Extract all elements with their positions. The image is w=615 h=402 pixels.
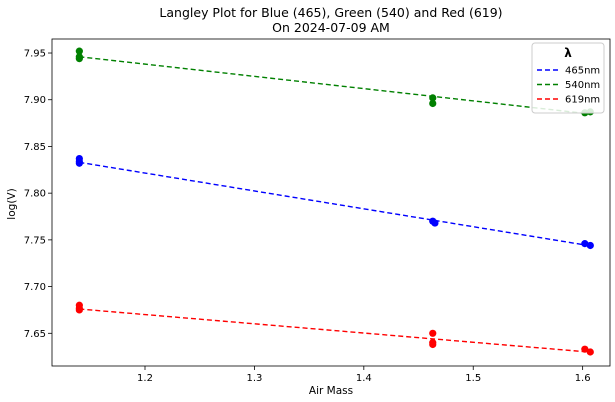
y-tick-label: 7.90 bbox=[24, 95, 46, 106]
y-tick-label: 7.85 bbox=[24, 142, 46, 153]
x-tick-label: 1.5 bbox=[465, 373, 481, 384]
legend-label-465nm: 465nm bbox=[565, 66, 600, 77]
data-point-619nm bbox=[429, 340, 437, 349]
legend-label-540nm: 540nm bbox=[565, 80, 600, 91]
data-point-465nm bbox=[75, 159, 83, 167]
y-tick-label: 7.80 bbox=[24, 189, 46, 200]
y-tick-label: 7.70 bbox=[24, 282, 46, 293]
chart-title: Langley Plot for Blue (465), Green (540)… bbox=[159, 5, 502, 20]
y-tick-label: 7.95 bbox=[24, 49, 46, 60]
x-axis-label: Air Mass bbox=[309, 385, 353, 397]
plot-frame bbox=[51, 38, 611, 367]
data-point-619nm bbox=[586, 348, 594, 356]
data-point-619nm bbox=[429, 329, 437, 337]
legend-label-619nm: 619nm bbox=[565, 95, 600, 106]
y-axis-label: log(V) bbox=[6, 188, 18, 219]
x-tick-label: 1.4 bbox=[356, 373, 372, 384]
y-tick-label: 7.75 bbox=[24, 235, 46, 246]
fit-line-540nm bbox=[79, 56, 589, 115]
legend-box bbox=[531, 42, 605, 114]
fit-line-465nm bbox=[79, 161, 589, 247]
legend: λ 465nm 540nm 619nm bbox=[531, 42, 605, 114]
data-point-540nm bbox=[75, 47, 83, 55]
x-tick-label: 1.2 bbox=[137, 373, 153, 384]
data-point-619nm bbox=[75, 306, 83, 314]
chart-subtitle: On 2024-07-09 AM bbox=[272, 20, 390, 35]
data-point-540nm bbox=[429, 94, 437, 102]
fit-line-619nm bbox=[79, 308, 589, 353]
y-tick-label: 7.65 bbox=[24, 329, 46, 340]
x-tick-label: 1.6 bbox=[575, 373, 591, 384]
data-point-465nm bbox=[586, 241, 594, 250]
data-point-540nm bbox=[429, 99, 437, 108]
plot-area: 1.2 1.3 1.4 1.5 1.6 7.65 7.70 7.75 7.80 7.85 7.90 7… bbox=[24, 38, 611, 384]
data-point-465nm bbox=[581, 240, 589, 248]
x-tick-label: 1.3 bbox=[246, 373, 262, 384]
legend-title: λ bbox=[564, 46, 572, 60]
data-point-540nm bbox=[75, 55, 83, 63]
data-point-619nm bbox=[581, 345, 589, 353]
data-point-465nm bbox=[431, 219, 439, 227]
